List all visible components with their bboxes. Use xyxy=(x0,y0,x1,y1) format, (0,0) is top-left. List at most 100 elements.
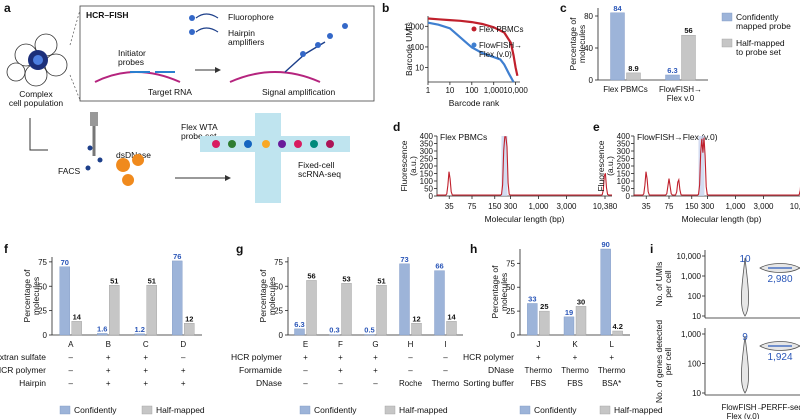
condition-row-label: Hairpin xyxy=(19,378,46,388)
y-tick-label: 10 xyxy=(692,389,701,398)
panel-label-a: a xyxy=(4,1,11,15)
y-tick-label: 350 xyxy=(420,140,434,149)
legend-label-half-mapped: Half-mapped to probe set xyxy=(736,38,785,57)
condition-value: FBS xyxy=(531,379,547,388)
panel-label-b: b xyxy=(382,1,389,15)
bar-value-label: 51 xyxy=(110,276,118,285)
condition-value: – xyxy=(408,353,413,362)
half-mapped-bar-3 xyxy=(376,285,387,336)
x-category-label: H xyxy=(408,340,414,349)
median-label-flowfish: 10 xyxy=(739,254,751,265)
condition-value: + xyxy=(106,353,111,362)
x-category-label: I xyxy=(444,340,446,349)
bar-value-label: 12 xyxy=(185,314,193,323)
legend-label-confident: Confidently xyxy=(74,405,117,415)
legend-swatch-half-mapped xyxy=(721,38,733,48)
bar-value-label: 33 xyxy=(528,294,536,303)
legend-swatch-confident xyxy=(59,405,71,415)
x-category-label: G xyxy=(372,340,378,349)
x-category-label: J xyxy=(536,340,540,349)
median-label-perff: 1,924 xyxy=(767,352,792,363)
dsdnase-label: dsDNase xyxy=(116,150,151,160)
x-tick-label: 75 xyxy=(468,202,477,211)
panel-label-d: d xyxy=(393,120,400,134)
condition-value: + xyxy=(303,353,308,362)
legend-label-confident: Confidently mapped probe xyxy=(736,12,791,31)
condition-value: Thermo xyxy=(432,379,460,388)
x-tick-label: 35 xyxy=(642,202,651,211)
confident-bar-5 xyxy=(434,270,445,336)
condition-value: – xyxy=(181,353,186,362)
condition-value: + xyxy=(536,353,541,362)
legend-label-half-mapped: Half-mapped xyxy=(399,405,448,415)
x-axis-title: Molecular length (bp) xyxy=(485,214,565,224)
condition-row-label: DNase xyxy=(256,378,282,388)
bar-value-label: 12 xyxy=(412,314,420,323)
x-tick-label: 100 xyxy=(465,86,479,95)
fluorophore-label: Fluorophore xyxy=(228,12,274,22)
fluorescence-trace xyxy=(633,137,800,196)
confident-bar-1 xyxy=(610,12,625,81)
hcr-fish-box xyxy=(79,5,375,102)
y-tick-label: 100 xyxy=(617,177,631,186)
x-axis-title: Molecular length (bp) xyxy=(682,214,762,224)
half-mapped-bar-1 xyxy=(626,72,641,81)
condition-value: + xyxy=(338,366,343,375)
bar-value-label: 84 xyxy=(613,4,622,13)
condition-value: – xyxy=(303,366,308,375)
condition-value: BSA* xyxy=(602,379,621,388)
initiator-probes-label: Initiator probes xyxy=(118,48,146,67)
panel-label-e: e xyxy=(593,120,600,134)
y-tick-label: 10 xyxy=(415,64,424,73)
condition-value: + xyxy=(143,353,148,362)
x-tick-label: 1,000 xyxy=(725,202,746,211)
trace-title: FlowFISH→Flex (v.0) xyxy=(637,132,718,142)
x-category-label: Flex PBMCs xyxy=(603,85,647,94)
bar-value-label: 1.2 xyxy=(135,325,145,334)
confident-bar-3 xyxy=(134,333,145,336)
legend-dot xyxy=(471,26,477,32)
target-rna-label: Target RNA xyxy=(148,87,192,97)
confident-bar-2 xyxy=(665,74,680,81)
bar-value-label: 56 xyxy=(307,271,315,280)
half-mapped-bar-3 xyxy=(146,285,157,336)
condition-value: Roche xyxy=(399,379,423,388)
y-tick-label: 100 xyxy=(688,360,702,369)
x-tick-label: 10,000 xyxy=(503,86,528,95)
flowfish-curve xyxy=(427,21,515,83)
half-mapped-bar-4 xyxy=(184,323,195,336)
x-category-label: L xyxy=(609,340,614,349)
condition-value: – xyxy=(69,353,74,362)
y-tick-label: 50 xyxy=(506,283,515,292)
y-tick-label: 10,000 xyxy=(677,252,702,261)
y-tick-label: 350 xyxy=(617,140,631,149)
confident-bar-1 xyxy=(527,303,538,336)
half-mapped-bar-2 xyxy=(109,285,120,336)
dsdnase-enzyme-icon xyxy=(116,154,145,186)
arrow-to-facs xyxy=(29,118,48,151)
panel-i-violins: 10,000 1,000 100 10 No. of UMIsper cell 10 2,9… xyxy=(654,250,800,419)
legend-swatch-half-mapped xyxy=(384,405,396,415)
selected-region xyxy=(501,136,508,196)
y-tick-label: 150 xyxy=(617,170,631,179)
legend-label: Flex PBMCs xyxy=(479,25,523,34)
x-axis-title: Barcode rank xyxy=(449,98,500,108)
flex-wta-label: Flex WTA probe set xyxy=(181,122,218,141)
bar-value-label: 90 xyxy=(601,240,609,249)
y-tick-label: 25 xyxy=(506,307,515,316)
complex-population-label: Complex cell population xyxy=(9,89,64,108)
bar-value-label: 6.3 xyxy=(667,66,677,75)
condition-value: + xyxy=(573,353,578,362)
x-category-label: C xyxy=(143,340,149,349)
y-tick-label: 50 xyxy=(424,185,433,194)
legend-swatch-confident xyxy=(299,405,311,415)
y-tick-label: 75 xyxy=(38,258,47,267)
bar-value-label: 53 xyxy=(342,274,350,283)
condition-value: – xyxy=(338,379,343,388)
x-tick-label: 1,000 xyxy=(484,86,505,95)
y-tick-label: 50 xyxy=(38,282,47,291)
condition-value: Thermo xyxy=(598,366,626,375)
condition-row-label: HCR polymer xyxy=(231,352,282,362)
bar-value-label: 70 xyxy=(61,258,69,267)
